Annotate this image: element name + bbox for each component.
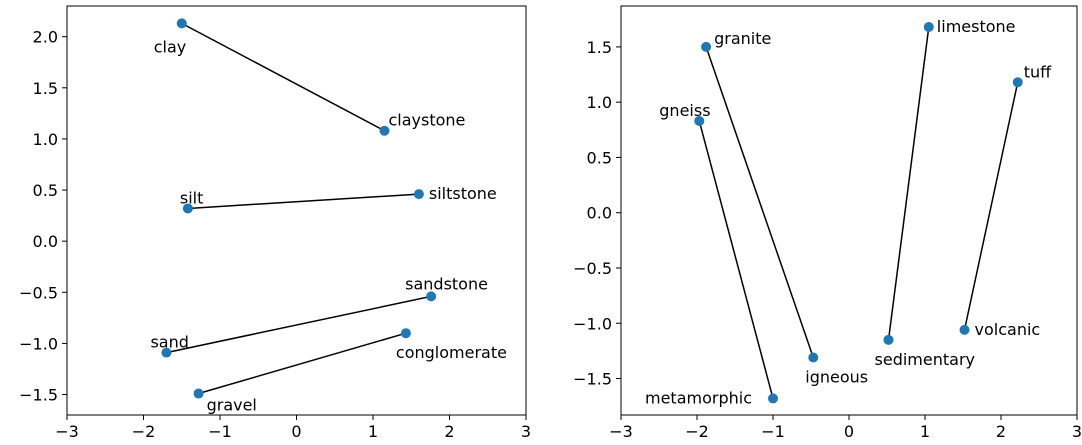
x-tick-label: −1 [761,422,785,441]
x-tick-label: 0 [844,422,854,441]
y-tick-label: −0.5 [573,259,612,278]
y-tick-label: 0.0 [33,232,58,251]
y-tick-label: −1.5 [573,370,612,389]
x-tick-label: 1 [920,422,930,441]
pair-line-gravel-conglomerate [198,332,407,395]
point-label-limestone: limestone [937,17,1016,36]
y-tick-label: 0.5 [587,148,612,167]
point-label-sandstone: sandstone [405,274,488,293]
y-tick-label: −1.0 [573,314,612,333]
y-tick-label: −0.5 [19,283,58,302]
y-tick-label: 1.5 [33,79,58,98]
pair-line-clay-claystone [181,22,385,132]
point-label-volcanic: volcanic [975,320,1041,339]
point-gravel [193,388,204,399]
y-tick-label: 1.0 [587,93,612,112]
point-label-tuff: tuff [1024,62,1052,81]
point-sandstone [426,291,437,302]
x-tick-label: −3 [55,422,79,441]
point-label-sedimentary: sedimentary [875,350,975,369]
y-tick-label: 0.0 [587,204,612,223]
point-label-sand: sand [150,333,188,352]
point-sedimentary [883,334,894,345]
point-clay [176,18,187,29]
point-granite [701,41,712,52]
point-label-granite: granite [714,29,771,48]
y-tick-label: −1.5 [19,386,58,405]
left-scatter-panel: −3 −2 −1 0 1 2 3 −1.5 −1.0 −0.5 0.0 0.5 1.0 1.5 2.0 cla… [19,5,531,441]
pair-line-granite-igneous [705,46,814,358]
y-tick-label: 0.5 [33,181,58,200]
point-label-igneous: igneous [805,368,868,387]
x-tick-label: 2 [444,422,454,441]
pair-line-limestone-sedimentary [887,26,930,340]
point-claystone [379,125,390,136]
right-scatter-panel: −3 −2 −1 0 1 2 3 −1.5 −1.0 −0.5 0.0 0.5 1.0 1.5 granit… [573,5,1082,441]
point-label-gneiss: gneiss [659,101,710,120]
point-label-claystone: claystone [388,111,465,130]
pair-line-tuff-volcanic [963,82,1019,331]
point-limestone [923,22,934,33]
y-tick-label: −1.0 [19,334,58,353]
point-label-gravel: gravel [207,396,257,415]
y-tick-label: 1.0 [33,130,58,149]
x-tick-label: −3 [609,422,633,441]
point-metamorphic [768,393,778,404]
point-silt [182,203,193,214]
point-igneous [808,352,819,363]
point-gneiss [694,115,705,126]
x-tick-label: 3 [1072,422,1082,441]
pair-line-gneiss-metamorphic [698,120,774,399]
y-tick-label: 1.5 [587,38,612,57]
x-tick-label: −1 [208,422,232,441]
point-tuff [1012,77,1023,88]
y-tick-label: 2.0 [33,28,58,47]
point-label-clay: clay [154,37,187,56]
point-sand [161,347,172,358]
point-siltstone [413,189,424,200]
point-label-silt: silt [180,188,204,207]
point-volcanic [959,324,970,335]
point-label-metamorphic: metamorphic [645,388,752,407]
x-tick-label: 2 [996,422,1006,441]
point-conglomerate [400,328,411,339]
plot-frame [620,5,1078,416]
x-tick-label: 0 [291,422,301,441]
x-tick-label: 1 [368,422,378,441]
pair-line-silt-siltstone [187,193,419,210]
point-label-conglomerate: conglomerate [396,343,507,362]
x-tick-label: −2 [132,422,156,441]
pair-line-sand-sandstone [166,295,432,354]
x-tick-label: 3 [521,422,531,441]
point-label-siltstone: siltstone [429,184,497,203]
x-tick-label: −2 [685,422,709,441]
